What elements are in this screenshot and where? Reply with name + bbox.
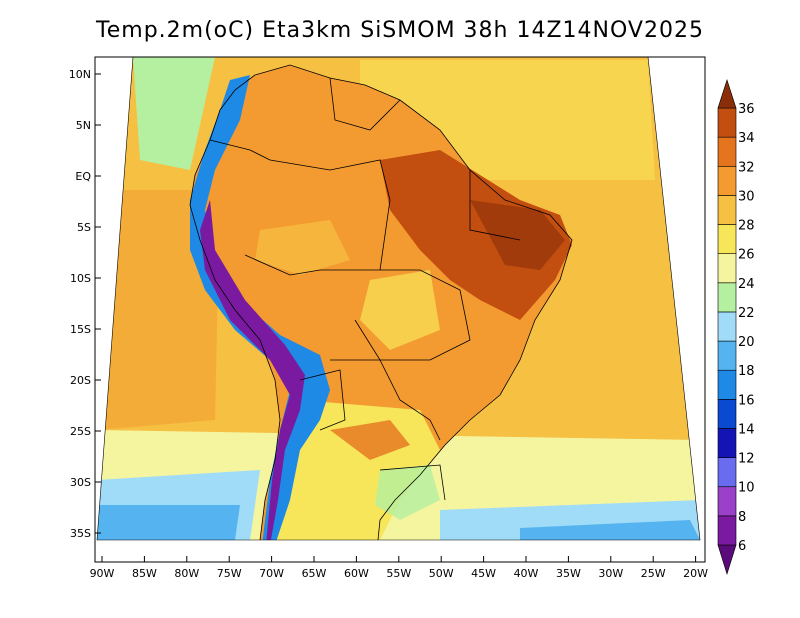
paraguay-hot-spot bbox=[330, 420, 410, 460]
northwest-cool bbox=[133, 57, 215, 170]
lat-tick-label: 35S bbox=[70, 527, 91, 540]
pacific-warm-band bbox=[97, 190, 220, 430]
lon-tick-label: 55W bbox=[386, 567, 411, 580]
colorbar-segment bbox=[717, 224, 737, 254]
colorbar-label: 32 bbox=[738, 160, 755, 175]
map-title: Temp.2m(oC) Eta3km SiSMOM 38h 14Z14NOV20… bbox=[96, 18, 704, 43]
hottest-core bbox=[470, 200, 565, 270]
colorbar-label: 18 bbox=[738, 364, 755, 379]
lon-tick-label: 80W bbox=[174, 567, 199, 580]
colorbar-segment bbox=[717, 253, 737, 284]
colorbar-label: 28 bbox=[738, 219, 755, 234]
lat-tick-label: 25S bbox=[70, 425, 91, 438]
lon-tick-label: 35W bbox=[556, 567, 581, 580]
lon-tick-label: 85W bbox=[132, 567, 157, 580]
lon-tick-label: 65W bbox=[302, 567, 327, 580]
colorbar-high-triangle bbox=[717, 79, 737, 109]
lon-tick-label: 90W bbox=[90, 567, 115, 580]
colorbar-label: 24 bbox=[738, 277, 755, 292]
colorbar-segment bbox=[717, 107, 737, 138]
lon-tick-label: 50W bbox=[429, 567, 454, 580]
colorbar-label: 10 bbox=[738, 481, 755, 496]
lon-tick-label: 45W bbox=[471, 567, 496, 580]
andes-cordillera bbox=[190, 75, 330, 540]
lon-tick-label: 60W bbox=[344, 567, 369, 580]
colorbar-label: 30 bbox=[738, 189, 755, 204]
colorbar-segment bbox=[717, 136, 737, 167]
colorbar-label: 6 bbox=[738, 539, 746, 554]
colorbar-segment bbox=[717, 282, 737, 313]
south-pacific-cooler bbox=[97, 505, 240, 540]
lat-tick-label: EQ bbox=[75, 170, 91, 183]
colorbar-label: 16 bbox=[738, 393, 755, 408]
lat-tick-label: 10S bbox=[70, 272, 91, 285]
lat-tick-label: 15S bbox=[70, 323, 91, 336]
map-domain bbox=[97, 57, 700, 540]
latitude-axis: 10N 5N EQ 5S 10S 15S 20S 25S 30S 35S bbox=[69, 68, 101, 540]
axes-frame bbox=[94, 56, 706, 563]
colorbar-label: 26 bbox=[738, 248, 755, 263]
lat-tick-label: 10N bbox=[69, 68, 91, 81]
lat-tick-label: 5N bbox=[76, 119, 91, 132]
amazon-west-area bbox=[255, 220, 350, 275]
colorbar-label: 36 bbox=[738, 102, 755, 117]
lat-tick-label: 5S bbox=[77, 221, 91, 234]
uruguay-cool bbox=[375, 465, 440, 520]
central-brazil-area bbox=[360, 270, 440, 350]
lat-tick-label: 30S bbox=[70, 476, 91, 489]
hot-northeast-region bbox=[380, 150, 572, 320]
colorbar-label: 8 bbox=[738, 510, 746, 525]
lon-tick-label: 30W bbox=[598, 567, 623, 580]
colorbar-label: 20 bbox=[738, 335, 755, 350]
colorbar-label: 34 bbox=[738, 131, 755, 146]
lon-tick-label: 25W bbox=[641, 567, 666, 580]
colorbar-label: 14 bbox=[738, 422, 755, 437]
colorbar-segment bbox=[717, 311, 737, 342]
lon-tick-label: 40W bbox=[514, 567, 539, 580]
colorbar-segment bbox=[717, 399, 737, 429]
colorbar-segment bbox=[717, 340, 737, 371]
colorbar-label: 22 bbox=[738, 306, 755, 321]
longitude-axis: 90W 85W 80W 75W 70W 65W 60W 55W 50W 45W 40W 35W 30W 2… bbox=[90, 556, 708, 580]
colorbar-segment bbox=[717, 428, 737, 458]
colorbar-segment bbox=[717, 486, 737, 517]
lon-tick-label: 75W bbox=[217, 567, 242, 580]
colorbar: 6 8 10 12 14 16 18 20 22 24 26 28 30 32 34 36 bbox=[717, 79, 755, 576]
colorbar-segment bbox=[717, 165, 737, 196]
colorbar-segment bbox=[717, 195, 737, 225]
colorbar-label: 12 bbox=[738, 452, 755, 467]
colorbar-segment bbox=[717, 369, 737, 400]
colorbar-segment bbox=[717, 457, 737, 488]
country-borders bbox=[189, 64, 573, 540]
andes-high-peaks bbox=[200, 200, 305, 540]
colorbar-low-triangle bbox=[717, 544, 737, 576]
colorbar-segment bbox=[717, 515, 737, 546]
lon-tick-label: 70W bbox=[259, 567, 284, 580]
lat-tick-label: 20S bbox=[70, 374, 91, 387]
south-atlantic-cooler bbox=[520, 520, 700, 540]
lon-tick-label: 20W bbox=[683, 567, 708, 580]
